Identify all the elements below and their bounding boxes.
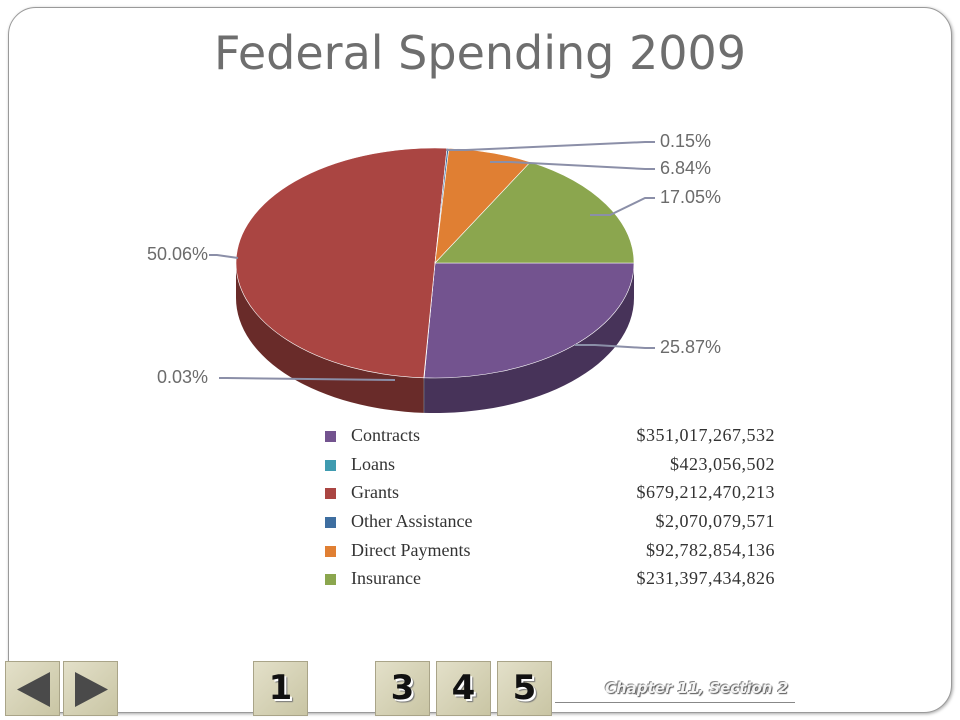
pie-slice-grants bbox=[235, 147, 448, 379]
pie-label-direct-payments: 6.84% bbox=[660, 158, 711, 178]
legend-swatch bbox=[325, 545, 336, 557]
slide-4-button[interactable]: 4 bbox=[436, 661, 491, 716]
pie-label-other-assistance: 0.15% bbox=[660, 131, 711, 151]
legend-value: $351,017,267,532 bbox=[636, 425, 775, 445]
legend-label: Contracts bbox=[351, 425, 420, 445]
legend-swatch bbox=[325, 517, 336, 529]
leader-line-insurance bbox=[590, 197, 655, 216]
pie-side-grants bbox=[236, 263, 424, 413]
legend-label: Grants bbox=[351, 482, 399, 503]
leader-line-contracts bbox=[575, 344, 655, 349]
pie-chart: 25.87% 0.03% 50.06% 0.15% 6.84% 17.05% bbox=[147, 131, 721, 413]
chapter-footer: Chapter 11, Section 2 bbox=[605, 679, 789, 697]
leader-line-other-assistance bbox=[446, 141, 655, 151]
slide-1-button[interactable]: 1 bbox=[253, 661, 308, 716]
leader-line-grants bbox=[209, 254, 239, 259]
legend-label: Other Assistance bbox=[351, 511, 473, 532]
next-slide-button[interactable] bbox=[63, 661, 118, 716]
pie-label-grants: 50.06% bbox=[147, 244, 208, 264]
legend-swatch bbox=[325, 459, 336, 471]
legend-label: Loans bbox=[351, 453, 395, 474]
legend-swatch bbox=[325, 488, 336, 500]
pie-label-loans: 0.03% bbox=[157, 367, 208, 387]
legend-row-insurance: Insurance $231,397,434,826 bbox=[325, 568, 785, 597]
legend-swatch bbox=[325, 431, 336, 442]
leader-line-direct-payments bbox=[490, 161, 655, 170]
pie-slice-insurance bbox=[434, 161, 635, 264]
pie-slice-contracts bbox=[423, 262, 635, 379]
triangle-left-icon bbox=[17, 672, 50, 707]
previous-slide-button[interactable] bbox=[5, 661, 60, 716]
legend-value: $679,212,470,213 bbox=[636, 482, 775, 503]
slide-3-button[interactable]: 3 bbox=[375, 661, 430, 716]
slide-5-button[interactable]: 5 bbox=[497, 661, 552, 716]
legend-row-other-assistance: Other Assistance $2,070,079,571 bbox=[325, 511, 785, 540]
pie-label-insurance: 17.05% bbox=[660, 187, 721, 207]
legend-value: $92,782,854,136 bbox=[646, 539, 775, 560]
triangle-right-icon bbox=[75, 672, 108, 707]
legend-row-contracts: Contracts $351,017,267,532 bbox=[325, 425, 785, 454]
legend-value: $423,056,502 bbox=[670, 453, 775, 474]
footer-divider bbox=[555, 702, 795, 703]
leader-line-loans bbox=[219, 377, 396, 381]
slide-title: Federal Spending 2009 bbox=[213, 26, 747, 80]
pie-label-contracts: 25.87% bbox=[660, 337, 721, 357]
legend-row-grants: Grants $679,212,470,213 bbox=[325, 482, 785, 511]
legend-label: Insurance bbox=[351, 568, 421, 589]
legend-label: Direct Payments bbox=[351, 539, 471, 560]
legend-swatch bbox=[325, 574, 336, 586]
legend-row-loans: Loans $423,056,502 bbox=[325, 454, 785, 483]
legend-row-direct-payments: Direct Payments $92,782,854,136 bbox=[325, 540, 785, 569]
legend: Contracts $351,017,267,532 Loans $423,05… bbox=[325, 425, 785, 597]
legend-value: $2,070,079,571 bbox=[655, 511, 775, 532]
legend-value: $231,397,434,826 bbox=[636, 568, 775, 589]
